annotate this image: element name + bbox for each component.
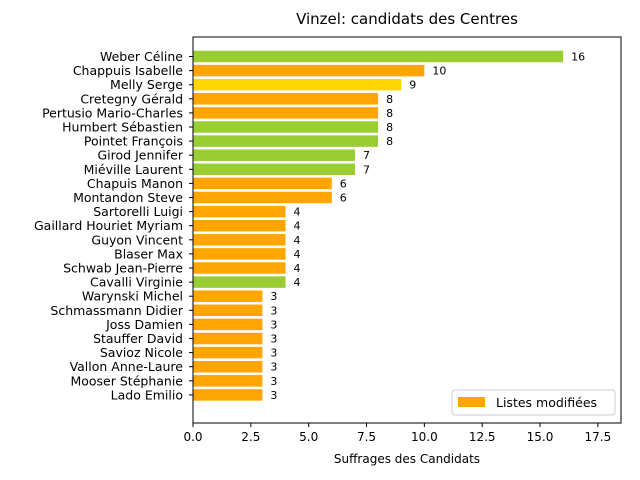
value-label: 4 bbox=[294, 262, 301, 275]
value-label: 10 bbox=[432, 65, 446, 78]
y-tick-label: Cavalli Virginie bbox=[90, 275, 183, 290]
bar bbox=[193, 290, 263, 302]
value-label: 8 bbox=[386, 93, 393, 106]
value-label: 6 bbox=[340, 192, 347, 205]
bar bbox=[193, 177, 332, 190]
value-label: 3 bbox=[270, 375, 277, 388]
x-axis: 0.0 2.5 5.0 7.5 10.0 12.5 15.0 17.5 bbox=[183, 423, 611, 444]
value-label: 3 bbox=[270, 304, 277, 317]
value-label: 7 bbox=[363, 163, 370, 176]
value-label: 4 bbox=[294, 206, 301, 219]
y-tick-label: Schwab Jean-Pierre bbox=[63, 261, 183, 276]
x-tick-label: 10.0 bbox=[411, 430, 438, 444]
value-label: 4 bbox=[294, 248, 301, 261]
y-tick-label: Sartorelli Luigi bbox=[93, 204, 183, 219]
bar bbox=[193, 64, 425, 77]
value-label: 4 bbox=[294, 276, 301, 289]
legend-box bbox=[451, 389, 616, 416]
y-tick-label: Cretegny Gérald bbox=[80, 91, 183, 106]
y-tick-label: Pointet François bbox=[84, 134, 183, 149]
bar bbox=[193, 234, 286, 246]
value-label: 8 bbox=[386, 121, 393, 134]
y-tick-label: Humbert Sébastien bbox=[62, 120, 183, 135]
value-label: 4 bbox=[294, 220, 301, 233]
bar bbox=[193, 248, 286, 260]
y-tick-label: Mooser Stéphanie bbox=[70, 373, 183, 388]
x-axis-title: Suffrages des Candidats bbox=[334, 452, 480, 466]
value-label: 16 bbox=[571, 51, 585, 64]
x-tick-label: 2.5 bbox=[241, 430, 260, 444]
value-label: 3 bbox=[270, 290, 277, 303]
y-tick-label: Weber Céline bbox=[100, 49, 183, 64]
x-tick-label: 17.5 bbox=[585, 430, 612, 444]
legend-swatch bbox=[458, 397, 485, 407]
value-label: 8 bbox=[386, 135, 393, 148]
y-tick-label: Stauffer David bbox=[93, 331, 183, 346]
bar bbox=[193, 304, 263, 317]
value-label: 3 bbox=[270, 333, 277, 346]
bar bbox=[193, 93, 379, 105]
bar bbox=[193, 360, 263, 373]
value-label: 4 bbox=[294, 234, 301, 247]
bar bbox=[193, 149, 355, 161]
chart-title: Vinzel: candidats des Centres bbox=[296, 10, 518, 28]
y-tick-label: Joss Damien bbox=[105, 317, 183, 332]
value-label: 6 bbox=[340, 177, 347, 190]
value-label: 7 bbox=[363, 149, 370, 162]
y-tick-label: Miéville Laurent bbox=[84, 162, 183, 177]
y-tick-label: Guyon Vincent bbox=[91, 232, 183, 247]
y-tick-label: Montandon Steve bbox=[73, 190, 183, 205]
x-tick-label: 7.5 bbox=[357, 430, 376, 444]
value-label: 3 bbox=[270, 318, 277, 331]
axes-frame bbox=[192, 36, 622, 424]
bar bbox=[193, 107, 379, 119]
x-tick-label: 5.0 bbox=[299, 430, 318, 444]
bar bbox=[193, 163, 355, 176]
value-label: 3 bbox=[270, 347, 277, 360]
bar bbox=[193, 135, 379, 147]
bar bbox=[193, 332, 263, 345]
legend: Listes modifiées bbox=[451, 389, 616, 416]
bar bbox=[193, 262, 286, 274]
y-tick-label: Blaser Max bbox=[114, 246, 183, 261]
value-label: 3 bbox=[270, 389, 277, 402]
y-tick-label: Schmassmann Didier bbox=[50, 303, 183, 318]
x-tick-label: 0.0 bbox=[183, 430, 202, 444]
bar bbox=[193, 121, 379, 133]
y-tick-label: Warynski Michel bbox=[82, 289, 183, 304]
bar bbox=[193, 205, 286, 218]
y-tick-label: Pertusio Mario-Charles bbox=[42, 105, 183, 120]
y-tick-label: Vallon Anne-Laure bbox=[70, 359, 184, 374]
bar bbox=[193, 389, 263, 401]
bar bbox=[193, 375, 263, 387]
bar bbox=[193, 50, 564, 63]
y-tick-label: Girod Jennifer bbox=[97, 148, 183, 163]
x-tick-label: 12.5 bbox=[469, 430, 496, 444]
y-tick-label: Melly Serge bbox=[110, 77, 183, 92]
legend-label: Listes modifiées bbox=[496, 395, 597, 410]
bar bbox=[193, 219, 286, 232]
value-label: 3 bbox=[270, 361, 277, 374]
y-tick-label: Chappuis Isabelle bbox=[73, 63, 183, 78]
value-label: 9 bbox=[409, 79, 416, 92]
value-label: 8 bbox=[386, 107, 393, 120]
bar bbox=[193, 78, 402, 91]
bar bbox=[193, 191, 332, 204]
y-tick-label: Lado Emilio bbox=[111, 387, 183, 402]
y-tick-label: Gaillard Houriet Myriam bbox=[34, 218, 183, 233]
bar bbox=[193, 346, 263, 359]
bar bbox=[193, 318, 263, 331]
y-tick-label: Savioz Nicole bbox=[100, 345, 183, 360]
bar bbox=[193, 276, 286, 288]
x-tick-label: 15.0 bbox=[527, 430, 554, 444]
bars-group bbox=[193, 50, 564, 401]
y-tick-label: Chapuis Manon bbox=[87, 176, 183, 191]
